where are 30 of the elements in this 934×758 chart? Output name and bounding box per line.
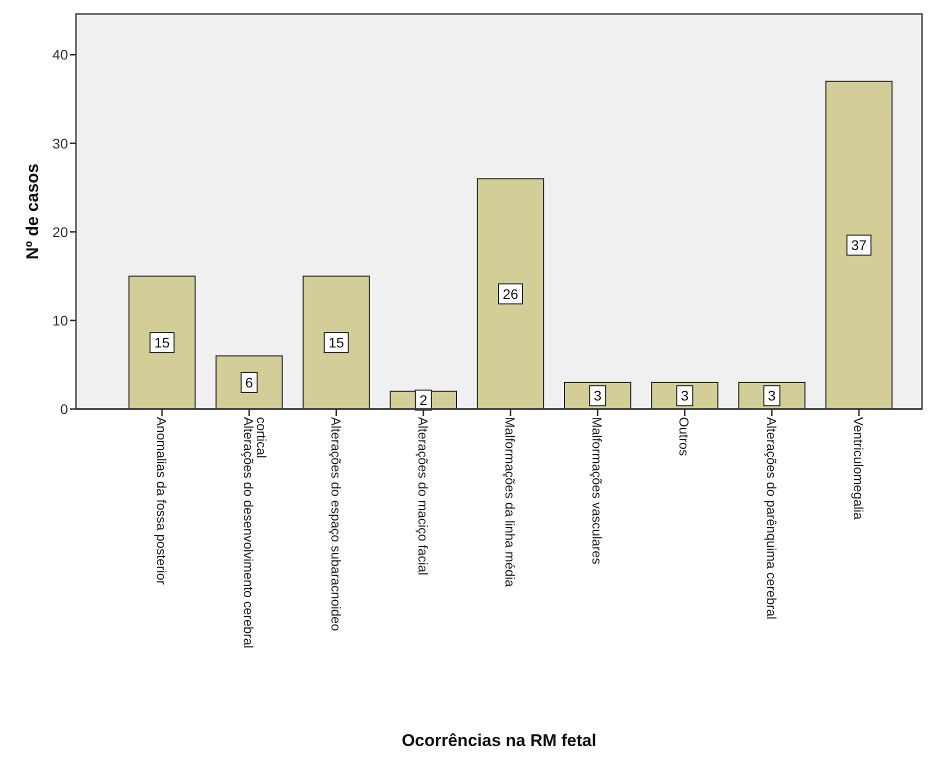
x-tick-label: Outros — [676, 417, 692, 457]
data-label: 37 — [851, 237, 867, 254]
bar — [128, 276, 196, 410]
data-label: 3 — [680, 388, 689, 404]
y-axis-title: Nº de casos — [23, 164, 42, 260]
x-tick-label: Alterações do parênquima cerebral — [764, 417, 779, 620]
data-label: 15 — [154, 334, 170, 351]
data-label: 26 — [502, 286, 518, 302]
bar — [476, 178, 544, 410]
y-tick-label: 0 — [60, 401, 68, 417]
y-tick-label: 20 — [52, 224, 68, 240]
x-tick-label: Anomalias da fossa posterior — [154, 417, 170, 586]
bar — [825, 80, 893, 410]
x-tick-label: Malformações vasculares — [590, 417, 605, 565]
y-tick-label: 10 — [52, 312, 68, 328]
x-tick-label: Alterações do desenvolvimento cerebral cortical — [241, 417, 270, 648]
x-tick-label: Ventriculomegalia — [850, 417, 866, 520]
bar — [216, 355, 283, 410]
y-tick-label: 30 — [52, 135, 68, 152]
x-tick-label: Alterações do maciço facial — [415, 417, 430, 576]
x-tick-label: Alterações do espaço subaracnoideo — [328, 417, 344, 631]
x-tick-label: Malformações da linha média — [502, 417, 518, 588]
data-label: 15 — [328, 334, 344, 351]
y-tick-label: 40 — [52, 46, 68, 63]
data-label: 3 — [768, 388, 776, 404]
data-label: 6 — [245, 374, 254, 390]
data-label: 2 — [419, 392, 428, 408]
bar — [302, 276, 370, 410]
data-label: 3 — [594, 388, 602, 404]
x-axis-title: Ocorrências na RM fetal — [402, 731, 596, 750]
